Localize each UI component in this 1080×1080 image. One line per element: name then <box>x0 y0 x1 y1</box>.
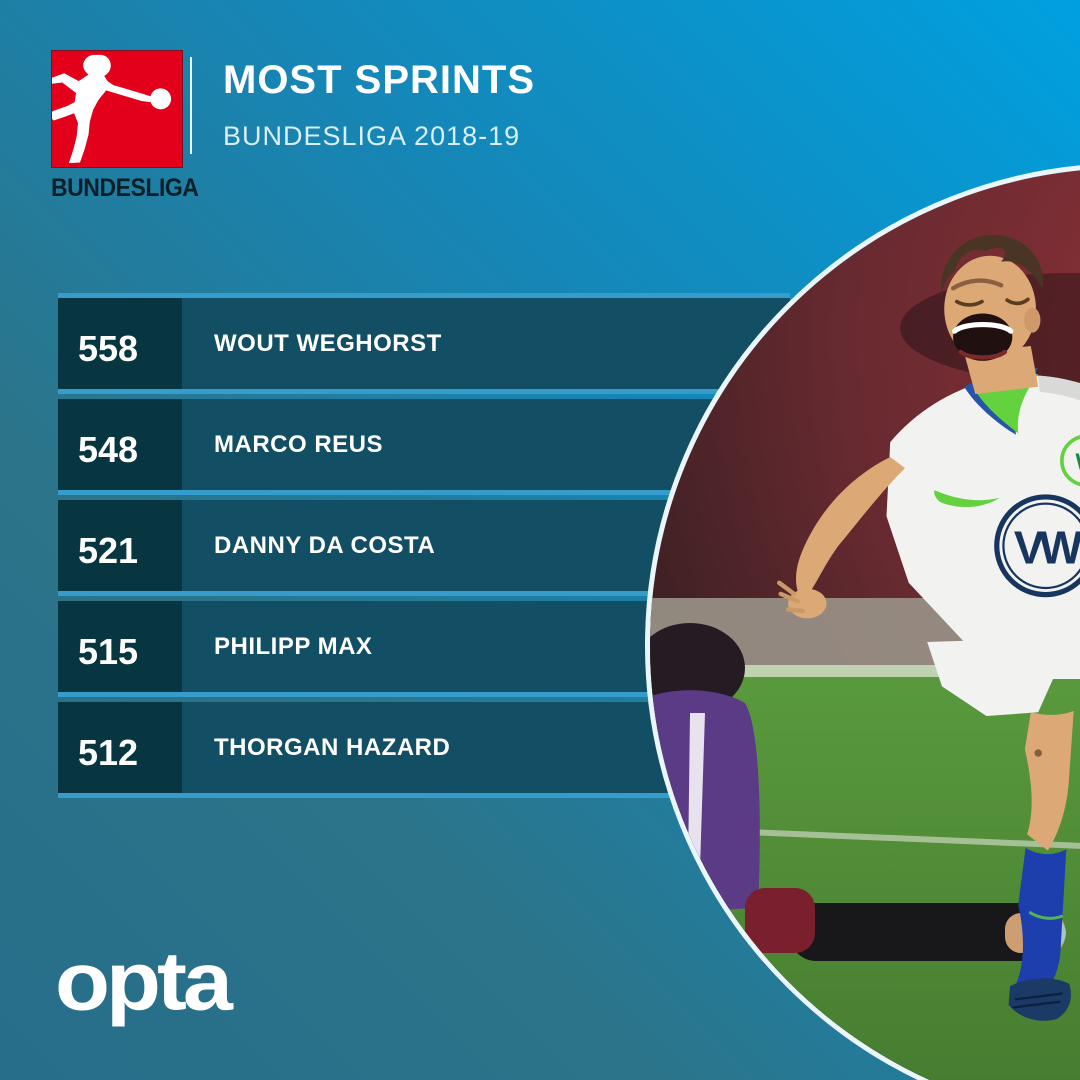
svg-text:VW: VW <box>1014 522 1080 574</box>
svg-text:W: W <box>1075 449 1080 475</box>
